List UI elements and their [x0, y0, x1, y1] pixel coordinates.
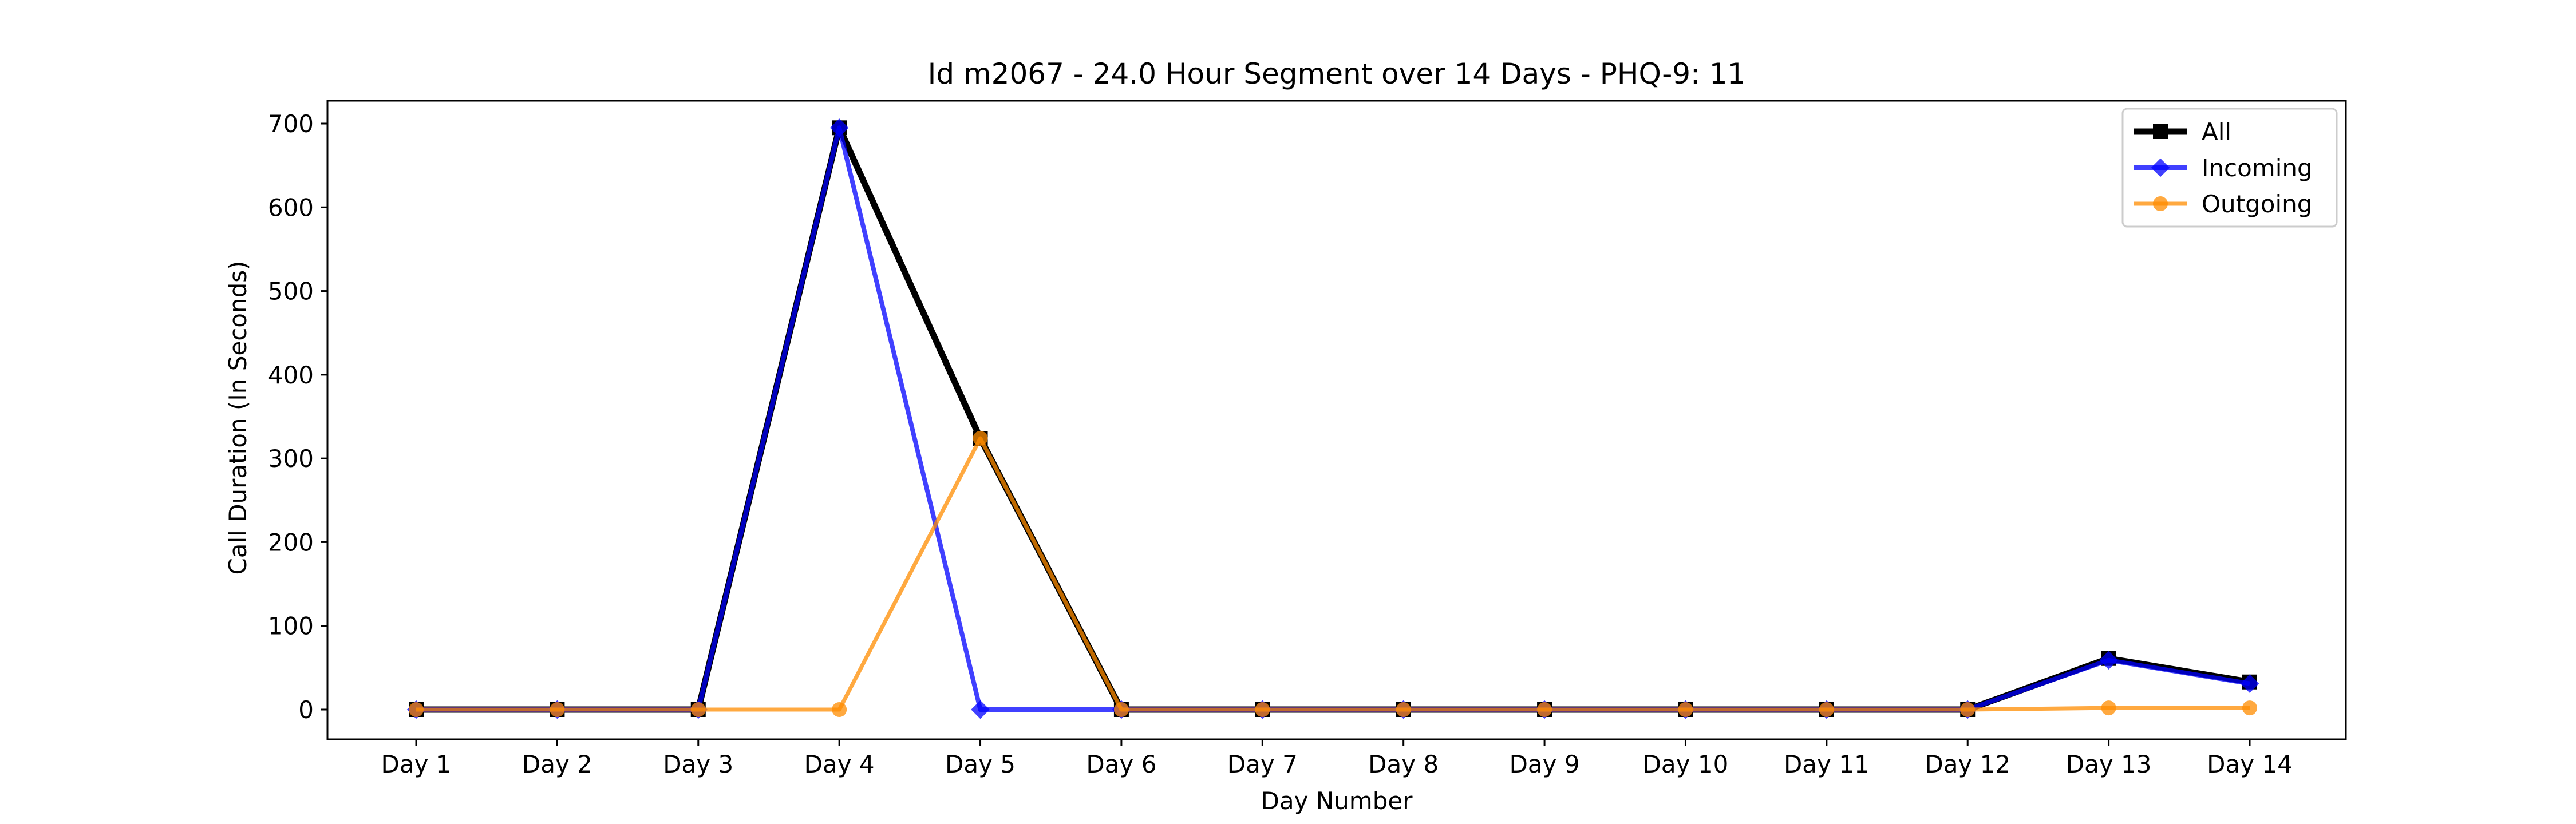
legend-box: [2121, 108, 2338, 228]
y-axis-label: Call Duration (In Seconds): [224, 260, 252, 575]
legend-label: All: [2202, 118, 2231, 146]
y-tick-label: 300: [268, 445, 314, 473]
y-tick-label: 700: [268, 110, 314, 138]
x-tick-label: Day 12: [1925, 750, 2010, 778]
data-point: [2240, 674, 2259, 693]
x-axis: Day 1 Day 2 Day 3 Day 4 Day 5 Day 6 Day 7 Day 8…: [381, 739, 2293, 778]
data-point: [690, 702, 706, 717]
legend-label: Outgoing: [2202, 190, 2312, 218]
x-tick-label: Day 9: [1510, 750, 1580, 778]
series-outgoing: [409, 431, 2257, 717]
y-tick-label: 500: [268, 278, 314, 306]
data-point: [1537, 702, 1552, 717]
legend-marker: [2153, 196, 2168, 211]
x-tick-label: Day 6: [1086, 750, 1156, 778]
data-point: [973, 431, 988, 446]
series-layer: [406, 118, 2259, 719]
data-point: [409, 702, 424, 717]
legend-item-outgoing: Outgoing: [2134, 190, 2312, 218]
series-all: [409, 120, 2257, 717]
data-point: [2099, 651, 2118, 670]
data-point: [1678, 702, 1693, 717]
x-tick-label: Day 7: [1227, 750, 1298, 778]
legend-item-all: All: [2134, 118, 2231, 146]
x-tick-label: Day 13: [2066, 750, 2152, 778]
series-line: [416, 436, 2250, 712]
data-point: [2101, 700, 2116, 716]
series-incoming: [406, 118, 2259, 719]
y-tick-label: 200: [268, 528, 314, 556]
data-point: [1819, 702, 1834, 717]
data-point: [829, 118, 849, 137]
x-tick-label: Day 4: [804, 750, 875, 778]
data-point: [1113, 702, 1129, 717]
x-tick-label: Day 5: [945, 750, 1016, 778]
x-axis-label: Day Number: [1261, 787, 1413, 815]
legend-label: Incoming: [2202, 154, 2313, 182]
data-point: [1396, 702, 1411, 717]
data-point: [550, 702, 565, 717]
chart-title: Id m2067 - 24.0 Hour Segment over 14 Day…: [928, 57, 1746, 90]
plot-area: [326, 100, 2347, 740]
data-point: [1255, 702, 1270, 717]
data-point: [832, 702, 847, 717]
legend-item-incoming: Incoming: [2134, 154, 2313, 182]
y-tick-label: 400: [268, 361, 314, 389]
y-tick-label: 100: [268, 612, 314, 640]
y-tick-label: 0: [298, 696, 314, 724]
legend: All Incoming Outgoing: [2121, 108, 2338, 228]
y-axis: 0 100 200 300 400 500 600 700: [268, 110, 327, 724]
legend-marker: [2151, 158, 2170, 177]
data-point: [1960, 702, 1976, 717]
legend-marker: [2153, 124, 2168, 139]
data-point: [2242, 700, 2257, 716]
x-tick-label: Day 8: [1368, 750, 1439, 778]
series-line: [416, 124, 2250, 713]
x-tick-label: Day 10: [1643, 750, 1729, 778]
x-tick-label: Day 3: [663, 750, 733, 778]
x-tick-label: Day 14: [2207, 750, 2293, 778]
x-tick-label: Day 2: [522, 750, 592, 778]
x-tick-label: Day 1: [381, 750, 451, 778]
x-tick-label: Day 11: [1784, 750, 1870, 778]
data-point: [971, 700, 990, 719]
y-tick-label: 600: [268, 193, 314, 221]
series-line: [416, 125, 2250, 712]
